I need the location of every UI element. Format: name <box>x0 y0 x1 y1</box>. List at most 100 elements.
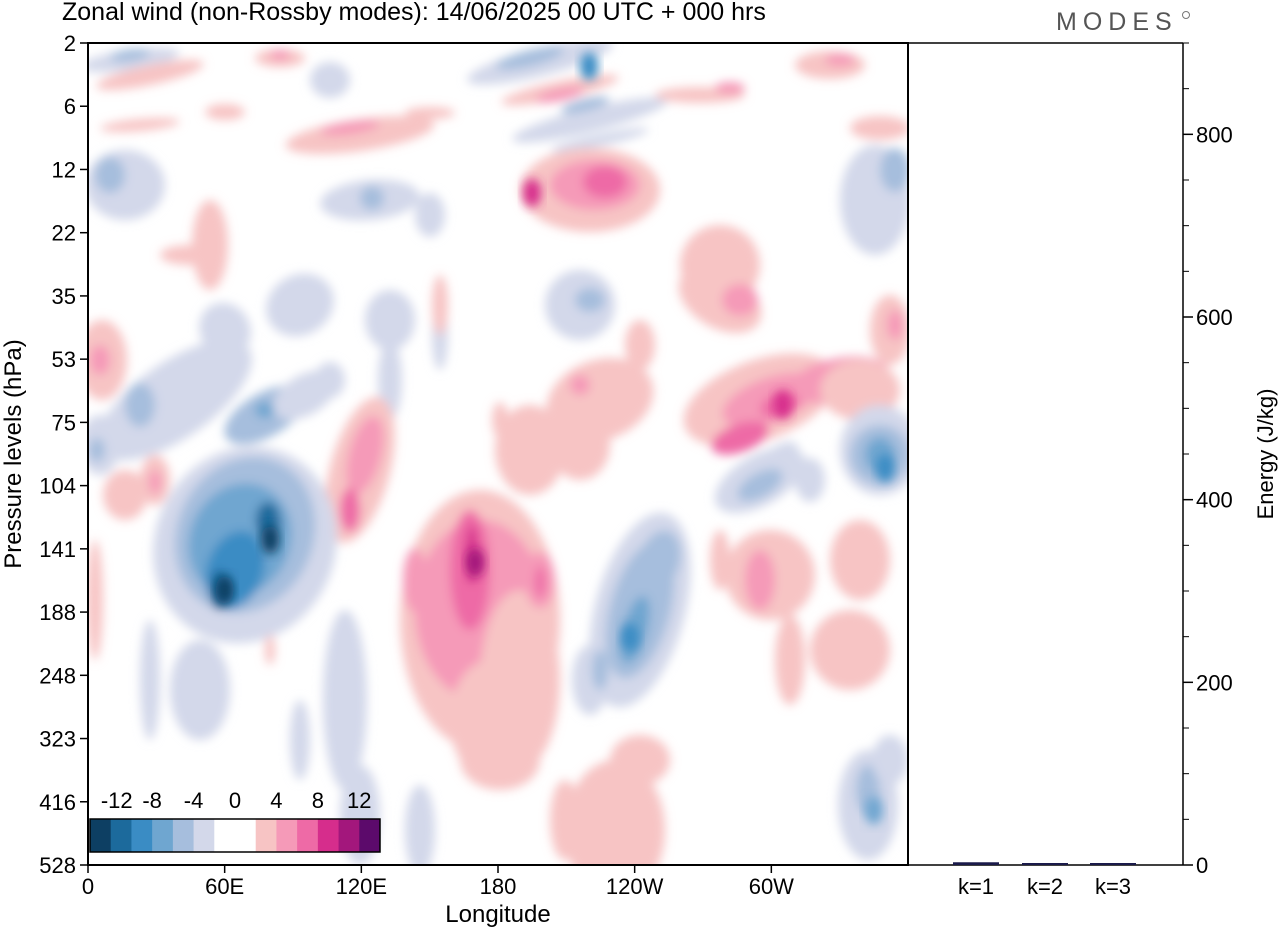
contour-blob <box>95 157 125 193</box>
contour-blob <box>745 550 775 610</box>
colorbar: -12 -8 -4 0 4 8 12 <box>89 788 381 853</box>
contour-blob <box>775 615 805 705</box>
contour-blob <box>323 610 367 790</box>
contour-blob <box>560 96 610 114</box>
y-tick-label: 323 <box>39 727 76 752</box>
colorbar-swatch <box>172 819 195 852</box>
contour-blob <box>535 566 545 598</box>
contour-blob <box>795 51 865 79</box>
contour-blob <box>96 59 204 91</box>
x-tick-label: 120W <box>606 874 664 899</box>
energy-bar <box>1090 863 1136 865</box>
contour-blob <box>495 46 565 70</box>
contour-layer <box>88 43 908 865</box>
energy-tick-label: 0 <box>1196 853 1208 878</box>
feature-core <box>773 390 792 419</box>
colorbar-swatch <box>297 819 319 852</box>
y-tick-label: 35 <box>52 284 76 309</box>
contour-blob <box>565 760 665 865</box>
contour-blob <box>512 97 668 143</box>
colorbar-swatch <box>90 819 112 852</box>
energy-tick-label: 800 <box>1196 122 1233 147</box>
contour-blob <box>678 266 762 334</box>
energy-bar-label: k=1 <box>958 874 994 899</box>
feature-core <box>580 52 599 81</box>
contour-blob <box>266 273 334 337</box>
x-axis-label: Longitude <box>445 901 550 928</box>
contour-blob <box>570 375 590 395</box>
contour-blob <box>149 470 161 494</box>
y-tick-label: 528 <box>39 853 76 878</box>
contour-blob <box>495 405 565 495</box>
contour-blob <box>346 416 384 494</box>
energy-bar-label: k=2 <box>1027 874 1063 899</box>
colorbar-swatch <box>359 819 381 852</box>
contour-blob <box>711 421 769 455</box>
contour-blob <box>850 116 908 140</box>
contour-blob <box>405 107 455 119</box>
contour-blob <box>825 54 855 66</box>
contour-blob <box>795 458 825 502</box>
contour-blob <box>290 700 310 780</box>
contour-blob <box>285 116 435 154</box>
colorbar-swatch <box>338 819 360 852</box>
contour-blob <box>460 730 540 790</box>
energy-bar <box>953 862 999 865</box>
contour-blob <box>170 640 230 740</box>
contour-blob <box>872 735 908 785</box>
contour-blob <box>830 520 890 600</box>
colorbar-swatch <box>193 819 215 852</box>
energy-bars: k=1 k=2 k=3 0 200 400 600 800 Energy (J/kg) <box>953 42 1278 899</box>
contour-blob <box>205 104 245 120</box>
contour-blob <box>140 620 160 740</box>
colorbar-label: 4 <box>270 788 282 813</box>
energy-axis-label: Energy (J/kg) <box>1253 389 1278 520</box>
contour-blob <box>432 275 448 335</box>
colorbar-label: 0 <box>229 788 241 813</box>
y-tick-label: 141 <box>39 537 76 562</box>
contour-blob <box>320 120 380 136</box>
colorbar-swatch <box>214 819 236 852</box>
contour-blob <box>761 441 799 469</box>
colorbar-swatch <box>110 819 132 852</box>
feature-core <box>523 178 542 207</box>
energy-tick-label: 400 <box>1196 488 1233 513</box>
y-tick-label: 53 <box>52 347 76 372</box>
contour-blob <box>625 320 655 370</box>
colorbar-swatch <box>255 819 277 852</box>
contour-blob <box>403 548 427 612</box>
feature-core <box>864 796 883 825</box>
contour-blob <box>887 310 903 340</box>
contour-blob <box>583 166 627 198</box>
modes-logo: MODES <box>1056 8 1178 36</box>
energy-tick-label: 200 <box>1196 670 1233 695</box>
colorbar-swatch <box>276 819 298 852</box>
y-tick-label: 188 <box>39 600 76 625</box>
contour-blob <box>639 530 681 590</box>
x-tick-label: 120E <box>336 874 387 899</box>
colorbar-label: -4 <box>184 788 204 813</box>
feature-core <box>876 454 895 483</box>
contour-blob <box>110 48 150 62</box>
x-tick-label: 0 <box>82 874 94 899</box>
contour-blob <box>255 402 275 418</box>
contour-blob <box>100 118 180 132</box>
contour-blob <box>365 290 415 350</box>
contour-blob <box>715 82 745 94</box>
y-tick-label: 2 <box>64 31 76 56</box>
colorbar-frame <box>89 818 381 853</box>
contour-blob <box>551 128 649 152</box>
contour-blob <box>265 635 275 665</box>
y-tick-label: 248 <box>39 663 76 688</box>
contour-blob <box>160 245 220 265</box>
colorbar-swatch <box>317 819 340 852</box>
contour-blob <box>610 735 670 785</box>
contour-blob <box>710 530 730 590</box>
feature-cores <box>215 52 895 825</box>
contour-blob <box>550 780 580 860</box>
contour-blob <box>415 193 445 237</box>
contour-blob <box>535 87 585 103</box>
y-tick-label: 104 <box>39 474 76 499</box>
contour-blob <box>492 402 508 438</box>
